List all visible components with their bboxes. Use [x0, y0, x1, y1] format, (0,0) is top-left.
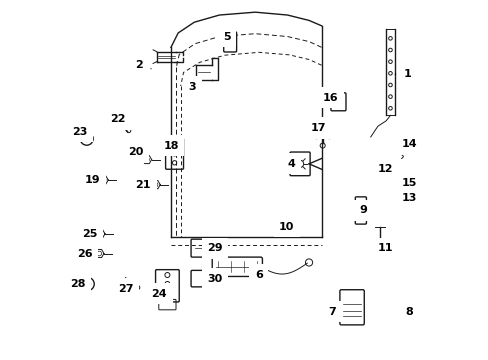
- Text: 2: 2: [135, 60, 151, 70]
- Text: 30: 30: [207, 274, 222, 284]
- Text: 20: 20: [128, 147, 143, 157]
- Text: 10: 10: [279, 222, 294, 231]
- Text: 8: 8: [405, 307, 412, 316]
- Text: 23: 23: [72, 127, 87, 136]
- Text: 28: 28: [70, 279, 85, 289]
- Text: 14: 14: [401, 139, 416, 149]
- Text: 27: 27: [118, 284, 133, 294]
- Text: 11: 11: [377, 243, 392, 253]
- Text: 17: 17: [309, 123, 325, 133]
- Text: 4: 4: [286, 159, 297, 169]
- Text: 13: 13: [401, 193, 416, 203]
- Text: 25: 25: [81, 229, 97, 239]
- Text: 6: 6: [254, 269, 262, 280]
- Text: 12: 12: [377, 164, 392, 174]
- Text: 5: 5: [223, 32, 230, 41]
- Text: 22: 22: [110, 114, 126, 124]
- Text: 19: 19: [85, 175, 101, 185]
- Text: 1: 1: [394, 69, 411, 79]
- Text: 15: 15: [401, 178, 416, 188]
- Text: 18: 18: [163, 141, 179, 151]
- Text: 26: 26: [77, 248, 93, 258]
- Text: 9: 9: [358, 206, 367, 216]
- Text: 24: 24: [151, 289, 166, 299]
- Text: 16: 16: [322, 93, 338, 103]
- Text: 7: 7: [328, 307, 338, 316]
- Text: 21: 21: [135, 180, 151, 190]
- Text: 3: 3: [188, 82, 197, 92]
- Text: 29: 29: [207, 243, 223, 253]
